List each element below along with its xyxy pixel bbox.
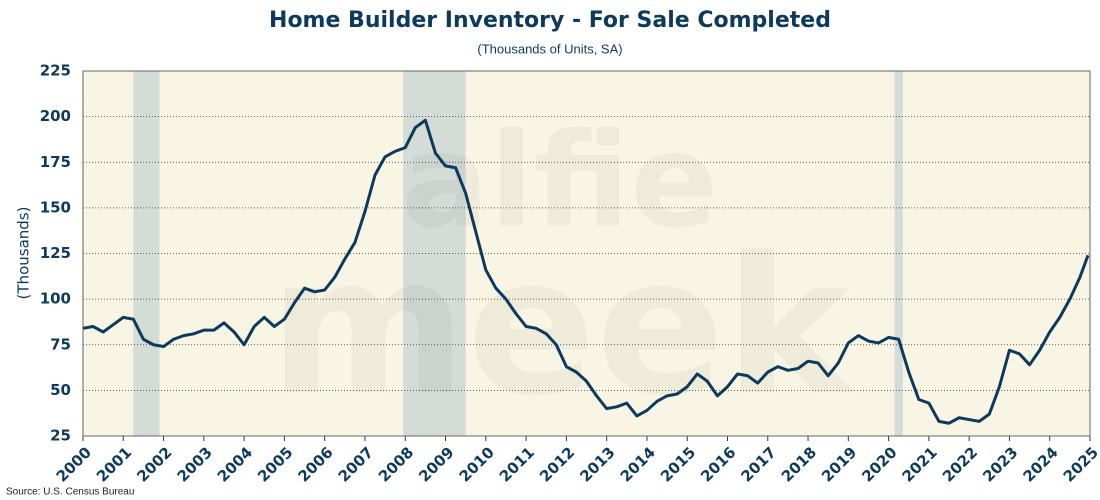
x-tick-label: 2010 <box>456 443 498 485</box>
x-tick-label: 2017 <box>738 443 780 485</box>
x-tick-label: 2007 <box>335 443 377 485</box>
x-tick-label: 2005 <box>254 443 296 485</box>
chart-title: Home Builder Inventory - For Sale Comple… <box>269 8 831 33</box>
x-tick-label: 2019 <box>818 443 860 485</box>
y-tick-label: 225 <box>40 62 71 80</box>
x-tick-label: 2018 <box>778 443 820 485</box>
y-tick-label: 175 <box>40 153 71 171</box>
x-tick-label: 2015 <box>657 443 699 485</box>
x-tick-label: 2000 <box>53 443 95 485</box>
x-tick-label: 2025 <box>1060 443 1100 485</box>
x-tick-label: 2022 <box>939 443 981 485</box>
x-tick-label: 2001 <box>93 443 135 485</box>
y-tick-label: 75 <box>50 335 71 353</box>
x-tick-label: 2012 <box>536 443 578 485</box>
recession-band <box>894 71 903 436</box>
x-tick-label: 2016 <box>697 443 739 485</box>
x-tick-label: 2009 <box>415 443 457 485</box>
y-tick-label: 200 <box>40 107 71 125</box>
y-tick-label: 50 <box>50 381 71 399</box>
y-tick-label: 100 <box>40 290 71 308</box>
x-tick-label: 2024 <box>1019 443 1061 485</box>
x-tick-label: 2014 <box>617 443 659 485</box>
chart-subtitle: (Thousands of Units, SA) <box>477 41 622 56</box>
y-tick-label: 150 <box>40 198 71 216</box>
plot-background <box>83 71 1090 436</box>
data-line <box>82 118 1090 425</box>
plot-border <box>82 70 1091 437</box>
x-tick-label: 2003 <box>174 443 216 485</box>
x-tick-label: 2008 <box>375 443 417 485</box>
x-tick-label: 2004 <box>214 443 256 485</box>
x-tick-label: 2020 <box>858 443 900 485</box>
x-tick-label: 2013 <box>576 443 618 485</box>
watermark: meek <box>269 216 855 437</box>
x-tick-label: 2006 <box>294 443 336 485</box>
y-tick-label: 125 <box>40 244 71 262</box>
y-tick-label: 25 <box>50 427 71 445</box>
y-axis-label: (Thousands) <box>15 207 33 300</box>
source-note: Source: U.S. Census Bureau <box>6 487 134 498</box>
x-tick-label: 2023 <box>979 443 1021 485</box>
x-tick-label: 2011 <box>496 443 538 485</box>
x-tick-label: 2002 <box>133 443 175 485</box>
x-tick-label: 2021 <box>899 443 941 485</box>
